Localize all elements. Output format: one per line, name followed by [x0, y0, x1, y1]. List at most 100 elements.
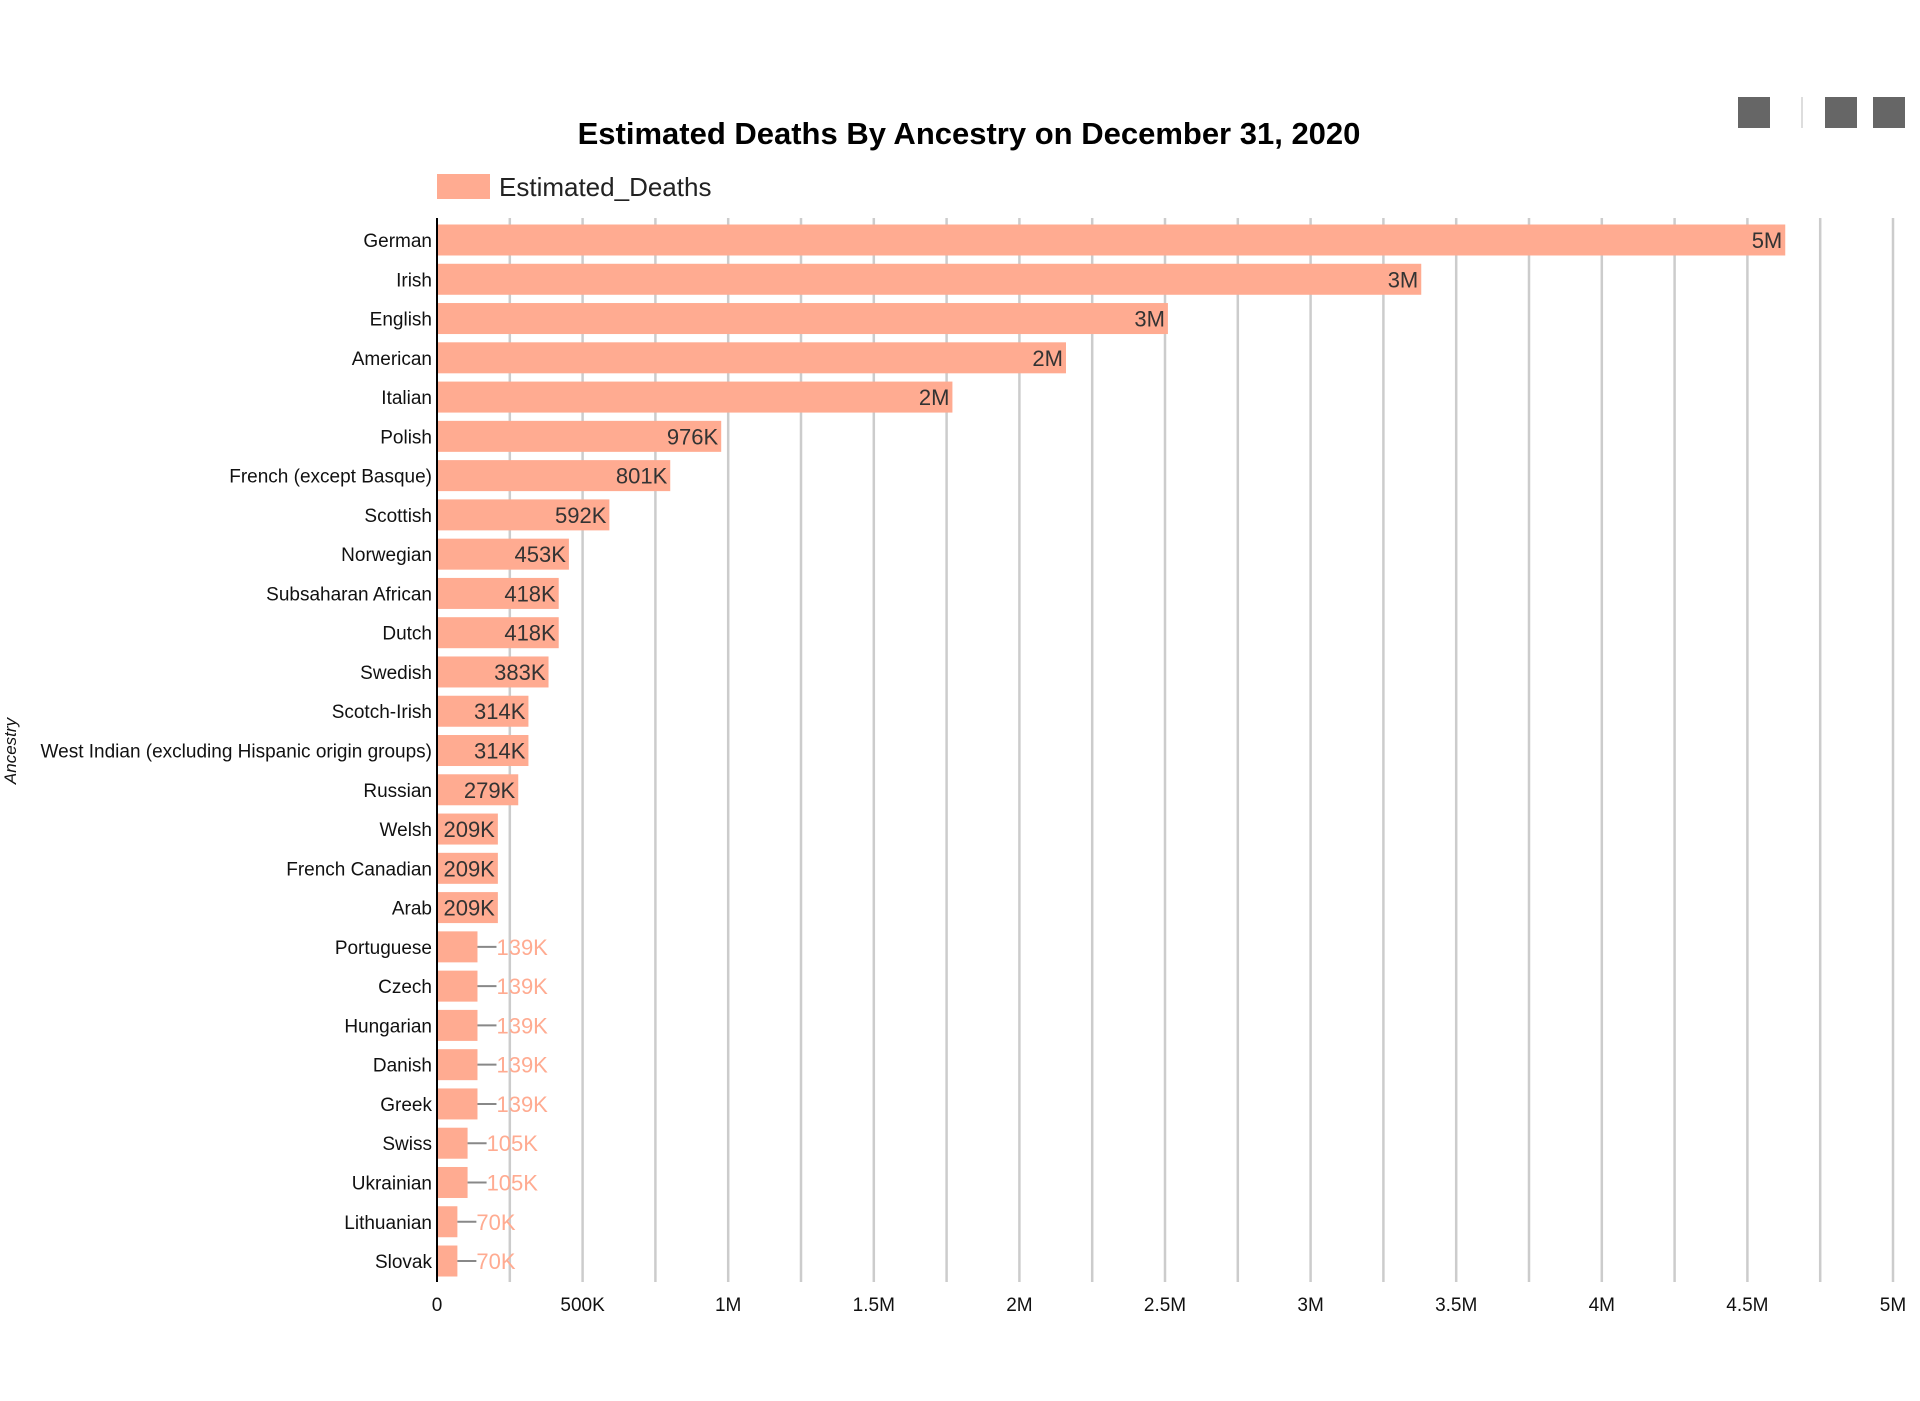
category-label: Arab: [392, 899, 432, 920]
bar: [437, 263, 1422, 295]
category-label: Dutch: [382, 624, 432, 645]
data-label: 3M: [1134, 307, 1165, 332]
x-tick-label: 2.5M: [1144, 1295, 1186, 1316]
bar: [437, 695, 529, 727]
x-tick-label: 3.5M: [1435, 1295, 1477, 1316]
bar: [437, 774, 519, 806]
data-label: 976K: [667, 424, 719, 449]
bar: [437, 460, 671, 492]
x-tick-labels: 0 500K 1M 1.5M 2M 2.5M 3M 3.5M 4M 4.5M 5M: [432, 1295, 1906, 1316]
category-label: Polish: [380, 427, 432, 448]
x-tick-label: 4.5M: [1726, 1295, 1768, 1316]
gridlines: [508, 218, 1895, 1282]
category-label: German: [363, 231, 432, 252]
category-label: Scottish: [364, 506, 432, 527]
data-label: 105K: [487, 1170, 539, 1195]
bar: [437, 735, 529, 767]
bar: [437, 224, 1786, 256]
x-tick-label: 1M: [715, 1295, 741, 1316]
bar: [437, 1127, 468, 1159]
data-label: 592K: [555, 503, 607, 528]
data-label: 139K: [496, 1013, 548, 1038]
bar: [437, 1088, 478, 1120]
bar: [437, 617, 559, 649]
category-label: Greek: [380, 1095, 432, 1116]
data-label: 314K: [474, 699, 526, 724]
bar: [437, 1049, 478, 1081]
data-label: 279K: [464, 778, 516, 803]
category-label: Norwegian: [341, 545, 432, 566]
category-labels: German Irish English American Italian Polish F…: [41, 231, 433, 1273]
y-axis-title: Ancestry: [1, 716, 20, 785]
data-label: 70K: [476, 1210, 515, 1235]
category-label: Czech: [378, 977, 432, 998]
data-label: 383K: [494, 660, 546, 685]
bar: [437, 813, 498, 845]
category-label: Hungarian: [344, 1016, 432, 1037]
category-label: Welsh: [380, 820, 432, 841]
toolbar-button-3[interactable]: [1873, 97, 1905, 128]
x-tick-label: 3M: [1297, 1295, 1323, 1316]
data-label: 801K: [616, 464, 668, 489]
category-label: West Indian (excluding Hispanic origin g…: [41, 742, 432, 763]
bar: [437, 303, 1168, 335]
category-label: French (except Basque): [229, 467, 432, 488]
category-label: Swiss: [382, 1134, 432, 1155]
category-label: Portuguese: [335, 938, 432, 959]
data-label: 453K: [515, 542, 567, 567]
bar: [437, 852, 498, 884]
data-label: 2M: [919, 385, 950, 410]
bar: [437, 892, 498, 924]
bar: [437, 931, 478, 963]
bar: [437, 499, 610, 531]
toolbar-button-2[interactable]: [1825, 97, 1857, 128]
chart-toolbar: [1738, 97, 1905, 128]
x-tick-label: 5M: [1880, 1295, 1906, 1316]
bar: [437, 1166, 468, 1198]
category-label: French Canadian: [286, 859, 432, 880]
category-label: Scotch-Irish: [332, 702, 432, 723]
bar: [437, 970, 478, 1002]
data-label: 209K: [443, 896, 495, 921]
x-tick-label: 2M: [1006, 1295, 1032, 1316]
x-tick-label: 500K: [560, 1295, 605, 1316]
data-label: 5M: [1752, 228, 1783, 253]
data-label: 70K: [476, 1249, 515, 1274]
category-label: Lithuanian: [344, 1213, 432, 1234]
data-label: 209K: [443, 856, 495, 881]
x-tick-label: 0: [432, 1295, 443, 1316]
category-label: Irish: [396, 270, 432, 291]
bar: [437, 381, 953, 413]
bar: [437, 1206, 458, 1238]
bar: [437, 538, 569, 570]
data-label: 418K: [504, 581, 556, 606]
bar: [437, 656, 549, 688]
bar: [437, 342, 1066, 374]
category-label: Subsaharan African: [266, 584, 432, 605]
bar: [437, 577, 559, 609]
data-label: 105K: [487, 1131, 539, 1156]
data-label: 139K: [496, 1092, 548, 1117]
toolbar-divider: [1801, 97, 1803, 128]
x-tick-label: 4M: [1589, 1295, 1615, 1316]
data-label: 139K: [496, 974, 548, 999]
bar: [437, 1245, 458, 1277]
data-label: 2M: [1032, 346, 1063, 371]
data-label: 3M: [1388, 267, 1419, 292]
data-label: 314K: [474, 739, 526, 764]
data-label: 139K: [496, 1053, 548, 1078]
bar: [437, 1009, 478, 1041]
bar: [437, 420, 722, 452]
toolbar-button-1[interactable]: [1738, 97, 1770, 128]
legend-label: Estimated_Deaths: [499, 172, 711, 202]
category-label: Ukrainian: [352, 1173, 432, 1194]
chart-title: Estimated Deaths By Ancestry on December…: [578, 116, 1361, 151]
category-label: Danish: [373, 1056, 432, 1077]
data-label: 418K: [504, 621, 556, 646]
category-label: Slovak: [375, 1252, 433, 1273]
data-label: 139K: [496, 935, 548, 960]
legend-swatch: [437, 174, 490, 199]
category-label: Italian: [381, 388, 432, 409]
category-label: Russian: [363, 781, 432, 802]
category-label: American: [352, 349, 432, 370]
